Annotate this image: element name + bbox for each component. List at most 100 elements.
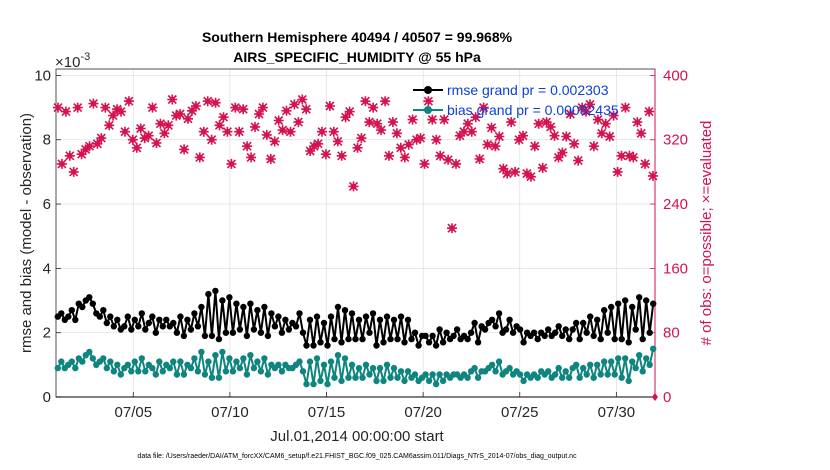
rmse-point [271,323,279,330]
obs-point-cross [447,223,457,234]
rmse-point [184,316,191,323]
bias-point [219,348,226,356]
rmse-point [240,303,247,311]
rmse-point [149,313,156,320]
rmse-point [397,313,405,320]
bias-point [201,371,209,378]
rmse-point [345,335,352,343]
y2-tick-label: 320 [663,132,688,149]
obs-point-cross [490,141,501,152]
bias-point [622,355,629,362]
obs-point-cross [510,166,521,177]
bias-point [559,374,566,381]
rmse-point [352,335,359,343]
rmse-point [285,326,293,333]
obs-point-cross [257,102,268,113]
obs-point [151,138,162,148]
obs-point-cross [202,96,213,107]
obs-point [88,98,99,109]
rmse-point [79,303,86,311]
rmse-point [212,287,219,295]
legend-rmse-marker [424,86,432,94]
rmse-point [159,323,166,330]
obs-point [585,99,595,110]
bias-point [166,364,173,372]
obs-point [135,123,146,134]
obs-point-cross [324,101,335,111]
rmse-point [566,335,573,343]
obs-point [301,104,312,115]
obs-point-cross [423,96,434,107]
obs-point-cross [100,102,111,113]
rmse-point [341,307,349,314]
bias-point [520,377,527,385]
bias-point [79,358,86,365]
rmse-point [443,329,450,336]
obs-point [317,126,327,137]
obs-point [72,102,83,113]
rmse-point [530,329,538,336]
obs-point [604,131,615,142]
obs-point [620,102,631,113]
obs-point-cross [557,147,568,158]
y-multiplier: ×10-3 [55,51,90,71]
rmse-point [404,316,412,323]
rmse-point [306,316,314,323]
obs-point-cross [320,149,331,160]
rmse-point [243,332,251,340]
rmse-point [520,339,527,346]
rmse-point [411,329,419,336]
obs-point-cross [636,128,647,139]
obs-point-cross [281,105,292,116]
obs-point-cross [368,102,379,113]
bias-point [650,345,657,352]
rmse-point [625,339,632,346]
y-multiplier-exponent: -3 [80,51,90,63]
obs-point-cross [561,131,572,142]
rmse-point [226,294,233,301]
rmse-point [387,335,394,343]
obs-point [431,134,442,145]
rmse-point [131,316,138,323]
rmse-point [310,342,317,349]
obs-point-cross [486,122,497,133]
bias-point [576,374,583,381]
rmse-point [103,319,111,327]
bias-point [247,352,254,359]
rmse-point [569,326,576,333]
rmse-point [636,294,643,301]
rmse-point [89,300,97,307]
rmse-point [317,339,324,346]
rmse-point [597,335,604,343]
obs-point-cross [230,102,241,113]
rmse-point [229,329,237,336]
obs-point [344,106,355,117]
rmse-point [509,329,517,336]
rmse-point [471,319,478,327]
bias-point [608,358,615,365]
rmse-point [629,303,636,311]
rmse-point [170,319,177,327]
obs-point-cross [628,152,639,163]
obs-point-cross [533,118,544,129]
obs-point-cross [588,141,599,152]
bias-point [310,380,317,388]
bias-point [131,358,138,365]
bias-point [191,355,198,362]
obs-point-cross [360,96,371,107]
rmse-point [100,307,107,314]
obs-point [525,171,536,182]
bias-point [562,368,569,375]
obs-zero-marker [652,393,658,401]
bias-point [383,361,391,368]
bias-point [159,368,166,375]
rmse-point [362,313,370,320]
obs-point-cross [120,126,130,137]
obs-point [632,117,643,128]
rmse-point [135,323,142,330]
obs-point-cross [179,144,190,155]
bias-point [306,358,314,365]
obs-point [466,126,477,137]
bias-point [264,371,272,378]
rmse-point [334,303,342,311]
